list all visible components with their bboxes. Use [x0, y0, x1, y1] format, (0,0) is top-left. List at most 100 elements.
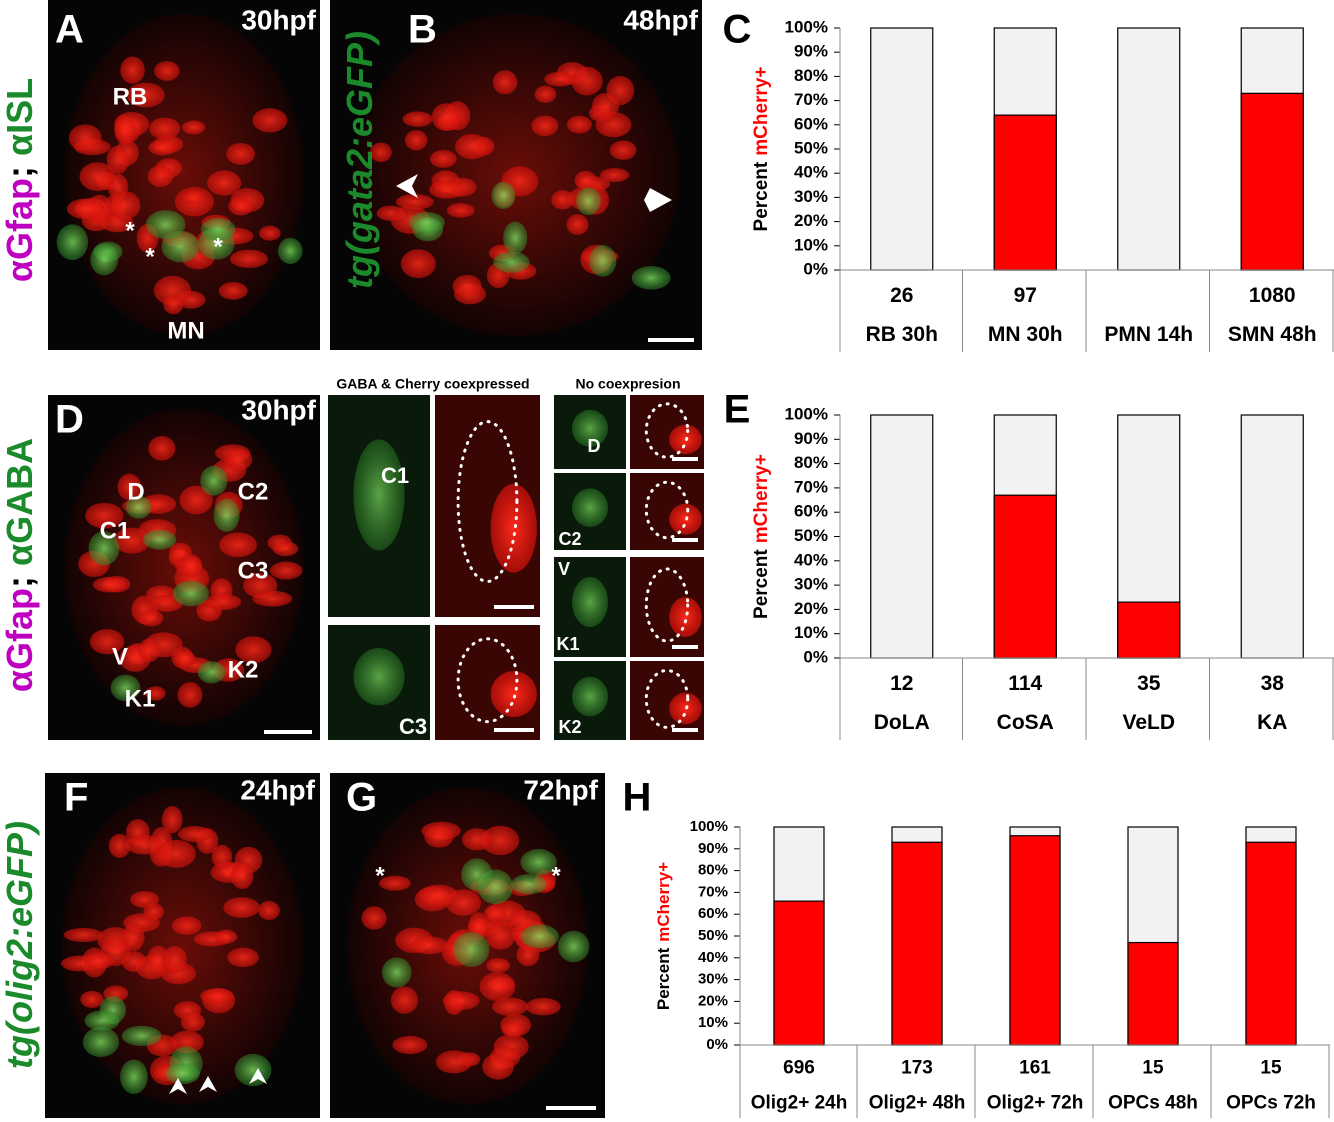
cell	[223, 897, 260, 918]
cell	[172, 580, 209, 607]
cell	[180, 1012, 205, 1032]
x-tick-label: Olig2+ 48h	[869, 1092, 966, 1113]
cell	[230, 249, 269, 268]
cell	[361, 906, 387, 930]
panel-letter: A	[55, 8, 84, 52]
count-label: 97	[1014, 284, 1037, 307]
cell	[669, 597, 702, 637]
y-tick-label: 90%	[794, 429, 828, 448]
cell	[83, 952, 114, 970]
inset-label: C2	[558, 529, 581, 549]
cell-label: MN	[167, 317, 204, 344]
y-axis-label-part: mCherry+	[751, 67, 772, 156]
arrowhead	[644, 188, 672, 212]
cell	[490, 671, 537, 717]
panel-letter: F	[64, 776, 88, 820]
cell	[490, 483, 537, 573]
cell	[516, 943, 540, 967]
side-label-part: αISL	[0, 78, 40, 156]
cell	[531, 115, 559, 137]
cell	[56, 224, 89, 261]
side-label-part: αGABA	[0, 438, 40, 566]
panel-letter: D	[55, 398, 84, 442]
y-tick-label: 0%	[803, 647, 828, 666]
y-tick-label: 40%	[794, 550, 828, 569]
cell	[442, 991, 480, 1010]
cell	[230, 862, 254, 889]
cell	[408, 212, 445, 234]
bar	[1240, 92, 1304, 271]
cell	[125, 495, 152, 519]
cell-label: C3	[238, 557, 269, 584]
cell	[379, 875, 411, 891]
x-tick-label: PMN 14h	[1104, 323, 1193, 346]
inset-label: V	[558, 559, 570, 579]
cell	[435, 1050, 473, 1074]
cell	[520, 848, 557, 876]
cell	[452, 274, 482, 298]
cell	[479, 972, 516, 1002]
y-tick-label: 70%	[698, 883, 728, 900]
y-tick-label: 50%	[794, 526, 828, 545]
outline	[644, 567, 690, 643]
cell	[452, 932, 490, 967]
cell	[121, 1025, 162, 1046]
cell	[491, 181, 516, 210]
stage-label: 24hpf	[240, 774, 315, 805]
x-tick-label: VeLD	[1122, 711, 1175, 734]
cell	[395, 194, 434, 210]
y-tick-label: 10%	[698, 1014, 728, 1031]
count-label: 161	[1019, 1058, 1051, 1079]
side-label-part: ;	[0, 166, 40, 178]
cell	[257, 900, 280, 920]
cell	[82, 1026, 120, 1058]
y-tick-label: 80%	[794, 66, 828, 85]
panel-letter: G	[346, 776, 377, 820]
cell	[259, 225, 281, 241]
cell	[551, 190, 575, 210]
cell	[544, 71, 576, 87]
cell	[163, 294, 184, 315]
y-axis-label-part: mCherry+	[751, 454, 772, 543]
cell	[609, 140, 637, 160]
cell	[138, 638, 161, 662]
annotations: A 30hpf RB MN * * * B 48hpf D 30hpf D C1 C2 C3 V K1 K2 F 24…	[0, 4, 1334, 1118]
cell-label: K2	[228, 656, 259, 683]
y-tick-label: 100%	[785, 17, 828, 36]
cell	[392, 1035, 428, 1055]
cell	[92, 576, 127, 593]
cell	[207, 170, 242, 196]
cell	[235, 636, 272, 664]
cell	[117, 473, 142, 501]
cell	[84, 1010, 120, 1031]
cell	[161, 805, 183, 834]
cell-label: *	[145, 243, 155, 270]
x-tick-label: DoLA	[874, 711, 930, 734]
x-tick-label: Olig2+ 72h	[987, 1092, 1084, 1113]
cell	[122, 923, 145, 952]
y-tick-label: 40%	[794, 163, 828, 182]
count-label: 12	[890, 672, 913, 695]
cell	[121, 951, 147, 972]
panel-letter: C	[723, 8, 752, 52]
side-label-part: tg(gata2:eGFP)	[339, 31, 380, 289]
bar-frame	[870, 414, 934, 659]
cell	[172, 916, 202, 935]
count-label: 35	[1137, 672, 1161, 695]
y-tick-label: 80%	[794, 453, 828, 472]
cell	[589, 245, 617, 277]
side-label-part: tg(olig2:eGFP)	[0, 821, 40, 1069]
cell	[269, 561, 303, 580]
cell	[483, 904, 507, 923]
stage-label: 30hpf	[241, 394, 316, 425]
inset-label: K2	[558, 717, 581, 737]
cell	[227, 947, 259, 968]
y-tick-label: 50%	[794, 138, 828, 157]
bar	[993, 494, 1057, 659]
cell	[277, 237, 303, 264]
y-tick-label: 100%	[690, 818, 728, 835]
side-label: tg(olig2:eGFP)	[0, 821, 40, 1069]
y-tick-label: 60%	[794, 114, 828, 133]
cell	[146, 945, 170, 975]
cell	[455, 133, 489, 160]
